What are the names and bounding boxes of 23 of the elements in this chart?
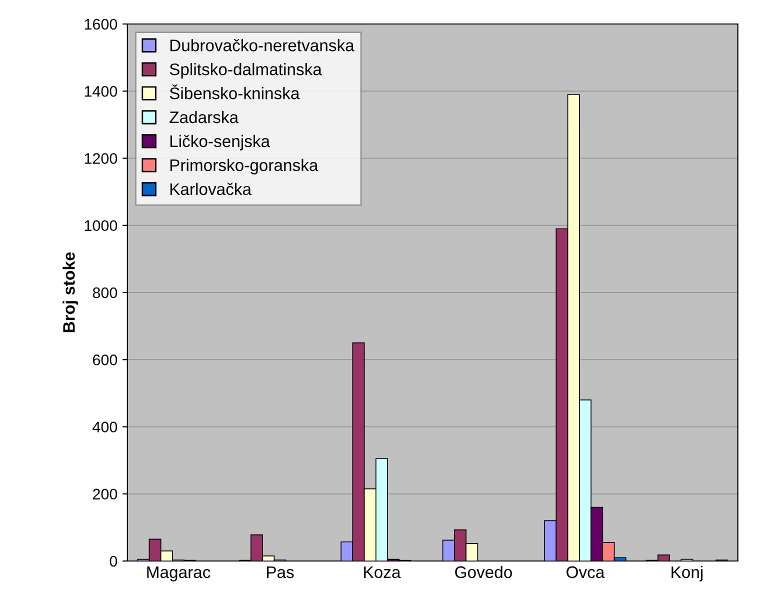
x-tick-label: Koza — [364, 566, 401, 578]
y-tick-label: 1000 — [84, 220, 118, 232]
legend-label: Ličko-senjska — [170, 134, 270, 150]
y-tick-label: 600 — [92, 354, 118, 366]
x-tick-label: Konj — [672, 566, 703, 582]
y-axis-title: Broj stoke — [62, 252, 78, 332]
y-tick-label: 400 — [92, 422, 118, 432]
x-tick-label: Pas — [267, 566, 294, 578]
y-tick-label: 1400 — [84, 86, 118, 97]
legend-label: Zadarska — [170, 110, 239, 124]
legend-label: Splitsko-dalmatinska — [170, 63, 322, 79]
x-tick-label: Ovca — [566, 566, 605, 578]
y-tick-label: 800 — [92, 287, 118, 298]
legend-label: Primorsko-goranska — [170, 158, 318, 174]
y-tick-label: 1200 — [84, 153, 118, 164]
y-tick-label: 0 — [110, 556, 118, 567]
legend-label: Karlovačka — [170, 182, 252, 196]
y-tick-label: 200 — [92, 488, 118, 500]
x-tick-label: Govedo — [455, 566, 512, 578]
x-tick-label: Magarac — [147, 566, 210, 582]
legend-label: Dubrovačko-neretvanska — [170, 39, 354, 52]
legend-label: Šibensko-kninska — [170, 84, 300, 100]
y-tick-label: 1600 — [84, 18, 118, 30]
